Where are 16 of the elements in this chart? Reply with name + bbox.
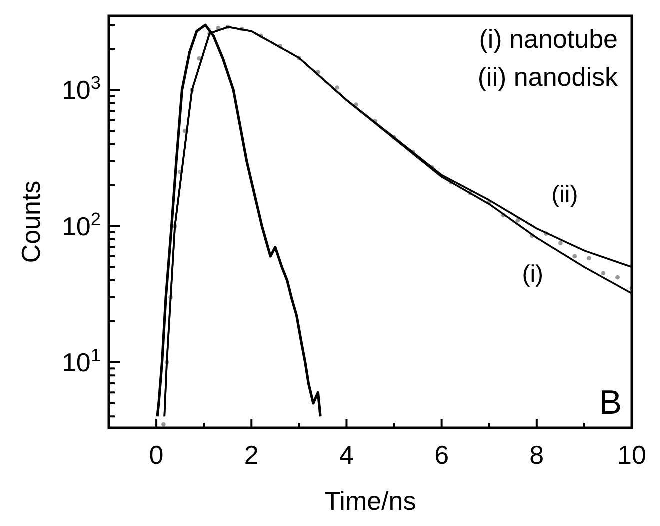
x-tick-label: 6 (434, 440, 450, 470)
x-tick-label: 2 (244, 440, 259, 470)
y-tick-label: 10$^{3}$ (62, 73, 101, 106)
y-tick-label: 10$^{2}$ (62, 209, 101, 242)
annotation: (i) nanotube (479, 24, 618, 54)
x-tick-label: 8 (530, 440, 544, 470)
y-tick-label: 10$^{1}$ (62, 345, 101, 378)
series-label: (ii) (552, 182, 578, 209)
x-tick-label: 4 (339, 440, 354, 470)
annotation: B (599, 384, 622, 422)
annotation: (ii) nanodisk (478, 62, 619, 92)
x-tick-label: 10 (618, 440, 646, 470)
x-tick-label: 0 (149, 440, 164, 470)
series-label: (i) (522, 260, 544, 288)
x-axis-title: Time/ns (324, 486, 416, 516)
y-axis-title: Counts (16, 180, 46, 264)
